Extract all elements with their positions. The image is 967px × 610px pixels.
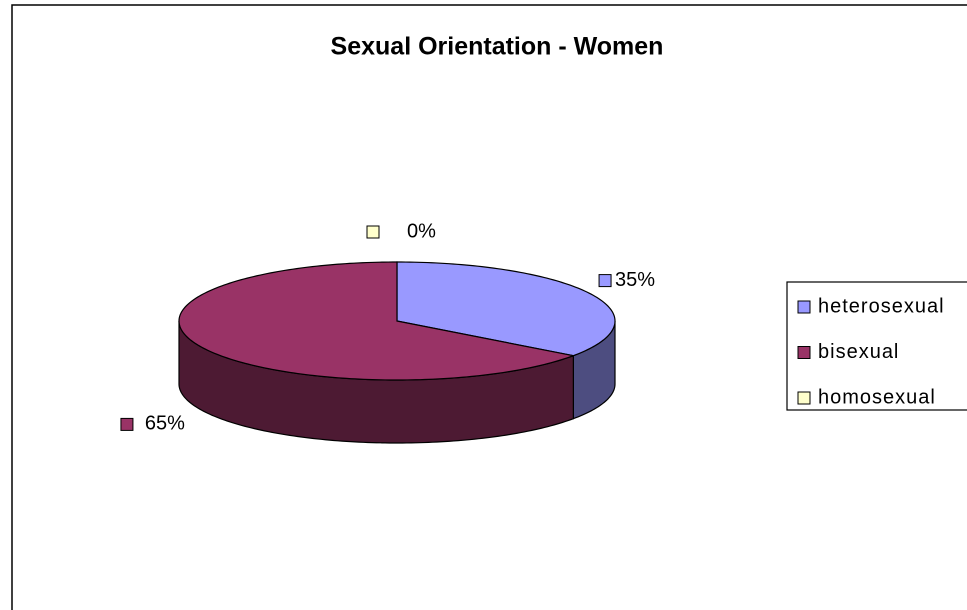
data-label: 0% <box>407 220 436 242</box>
data-label-key <box>598 274 612 288</box>
pie-slice <box>178 261 576 381</box>
legend-label: heterosexual <box>818 295 945 317</box>
legend-label: bisexual <box>818 341 899 363</box>
data-label: 65% <box>145 413 185 435</box>
legend-key <box>797 391 811 405</box>
data-label: 35% <box>615 269 655 291</box>
legend-box <box>786 281 967 411</box>
chart-title: Sexual Orientation - Women <box>331 33 664 61</box>
legend-label: homosexual <box>818 386 936 408</box>
legend-key <box>797 300 811 314</box>
data-label-key <box>366 225 380 239</box>
data-label-key <box>120 417 134 431</box>
pie-slice <box>396 261 616 357</box>
legend-key <box>797 346 811 359</box>
